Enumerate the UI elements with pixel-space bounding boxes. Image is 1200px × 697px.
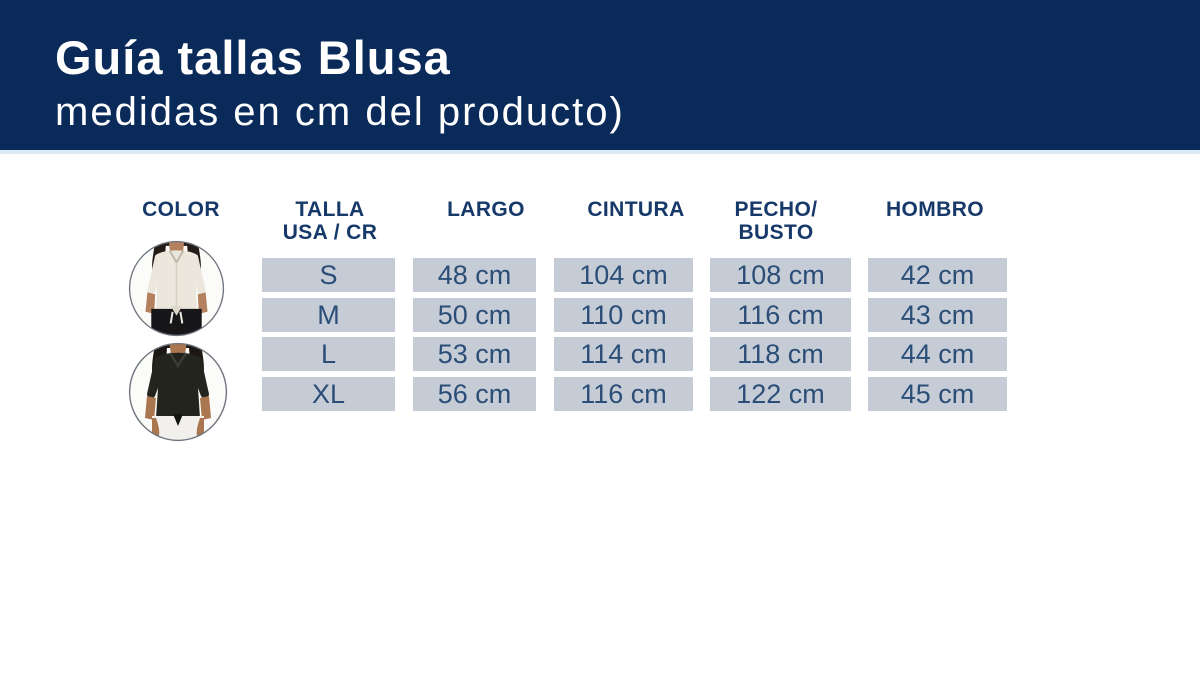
column-header-label: USA / CR	[282, 221, 378, 244]
cell-talla: S	[262, 258, 395, 292]
cell-hombro: 45 cm	[868, 377, 1007, 411]
page-title: Guía tallas Blusa	[55, 31, 451, 84]
column-header-color: COLOR	[96, 198, 266, 221]
cell-cintura: 104 cm	[554, 258, 693, 292]
black-blouse-illustration	[128, 342, 228, 442]
cell-pecho: 118 cm	[710, 337, 851, 371]
cell-largo: 50 cm	[413, 298, 536, 332]
black-blouse-image	[128, 342, 228, 442]
cell-talla: M	[262, 298, 395, 332]
cell-hombro: 44 cm	[868, 337, 1007, 371]
header-band: Guía tallas Blusa medidas en cm del prod…	[0, 0, 1200, 154]
white-blouse-illustration	[128, 240, 225, 337]
column-header-label: COLOR	[142, 198, 220, 221]
page-subtitle: medidas en cm del producto)	[55, 90, 625, 134]
cell-largo: 56 cm	[413, 377, 536, 411]
cell-hombro: 43 cm	[868, 298, 1007, 332]
column-header-talla: TALLA USA / CR	[245, 198, 415, 244]
cell-cintura: 110 cm	[554, 298, 693, 332]
column-header-label: LARGO	[447, 198, 525, 221]
cell-largo: 53 cm	[413, 337, 536, 371]
cell-talla: XL	[262, 377, 395, 411]
column-header-cintura: CINTURA	[551, 198, 721, 221]
column-header-pecho-busto: PECHO/ BUSTO	[691, 198, 861, 244]
cell-pecho: 116 cm	[710, 298, 851, 332]
column-header-hombro: HOMBRO	[850, 198, 1020, 221]
cell-cintura: 114 cm	[554, 337, 693, 371]
cell-pecho: 122 cm	[710, 377, 851, 411]
cell-hombro: 42 cm	[868, 258, 1007, 292]
column-header-largo: LARGO	[401, 198, 571, 221]
cell-talla: L	[262, 337, 395, 371]
column-header-label: TALLA	[295, 198, 365, 221]
column-header-label: BUSTO	[738, 221, 814, 244]
column-header-label: CINTURA	[587, 198, 685, 221]
white-blouse-image	[128, 240, 225, 337]
cell-cintura: 116 cm	[554, 377, 693, 411]
cell-pecho: 108 cm	[710, 258, 851, 292]
cell-largo: 48 cm	[413, 258, 536, 292]
column-header-label: PECHO/	[734, 198, 818, 221]
column-header-label: HOMBRO	[885, 198, 985, 221]
